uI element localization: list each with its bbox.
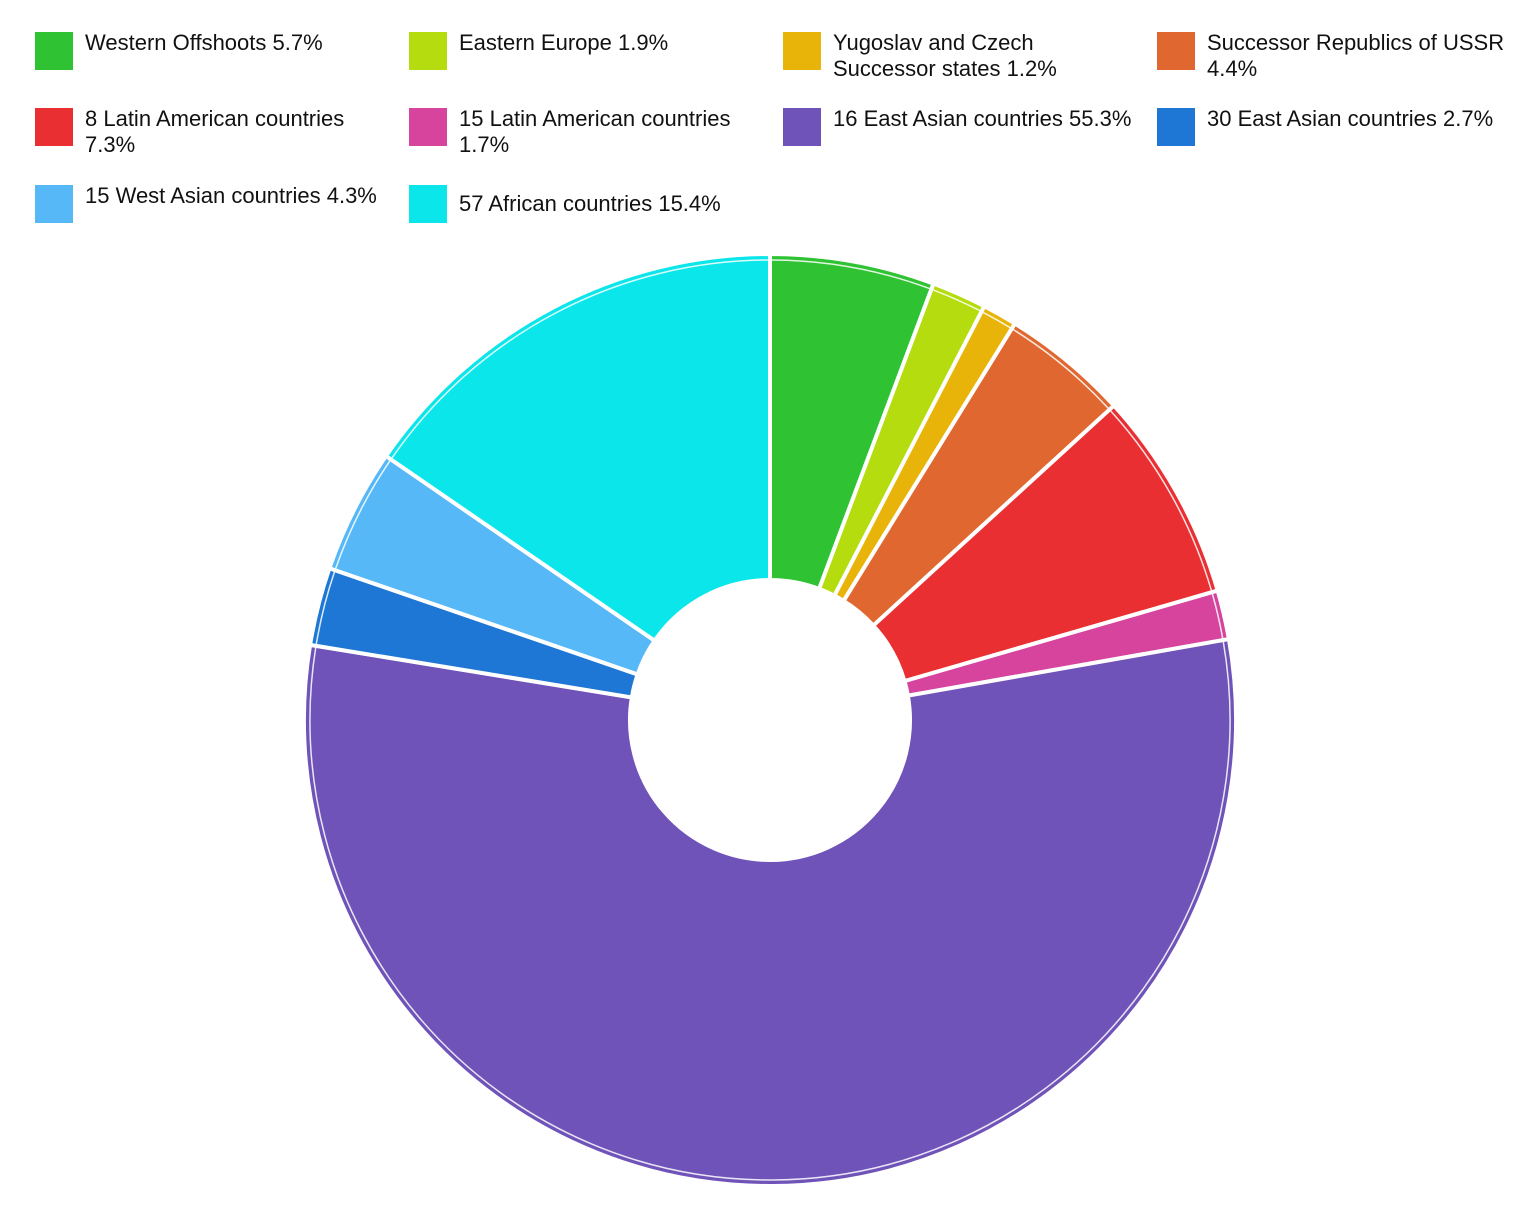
legend-swatch: [409, 185, 447, 223]
slice-edge-highlight: [391, 259, 769, 459]
legend-label: 15 Latin American countries 1.7%: [459, 106, 731, 157]
legend-label: Yugoslav and Czech Successor states 1.2%: [833, 30, 1057, 81]
legend-label: Successor Republics of USSR 4.4%: [1207, 30, 1505, 81]
legend-item-15-latin-american: 15 Latin American countries 1.7%: [409, 106, 759, 158]
slice-edge-highlight: [1110, 410, 1213, 591]
slice-edge-highlight: [315, 571, 336, 645]
slice-edge-highlight: [771, 259, 930, 290]
legend-swatch: [35, 108, 73, 146]
legend-label: Eastern Europe 1.9%: [459, 30, 669, 55]
legend-swatch: [35, 185, 73, 223]
legend-label: 15 West Asian countries 4.3%: [85, 183, 377, 208]
legend-swatch: [1157, 32, 1195, 70]
legend-item-30-east-asian: 30 East Asian countries 2.7%: [1157, 106, 1507, 146]
legend-label: 16 East Asian countries 55.3%: [833, 106, 1132, 131]
legend-item-western-offshoots: Western Offshoots 5.7%: [35, 30, 385, 70]
legend-item-57-african: 57 African countries 15.4%: [409, 183, 759, 223]
legend-swatch: [783, 108, 821, 146]
legend-swatch: [35, 32, 73, 70]
legend-swatch: [409, 32, 447, 70]
legend-item-15-west-asian: 15 West Asian countries 4.3%: [35, 183, 385, 223]
legend-swatch: [1157, 108, 1195, 146]
legend-label: 57 African countries 15.4%: [459, 191, 721, 216]
legend-item-16-east-asian: 16 East Asian countries 55.3%: [783, 106, 1133, 146]
slice-edge-highlight: [334, 460, 391, 569]
legend-label: 30 East Asian countries 2.7%: [1207, 106, 1494, 131]
legend-swatch: [783, 32, 821, 70]
legend-item-eastern-europe: Eastern Europe 1.9%: [409, 30, 759, 70]
legend-label: Western Offshoots 5.7%: [85, 30, 323, 55]
legend-swatch: [409, 108, 447, 146]
legend-label: 8 Latin American countries 7.3%: [85, 106, 345, 157]
donut-hole: [630, 580, 910, 860]
chart-legend: Western Offshoots 5.7% Eastern Europe 1.…: [0, 0, 1528, 250]
slice-edge-highlight: [1012, 329, 1109, 409]
legend-item-yugoslav-czech: Yugoslav and Czech Successor states 1.2%: [783, 30, 1133, 82]
slice-edge-highlight: [309, 641, 1231, 1181]
legend-item-8-latin-american: 8 Latin American countries 7.3%: [35, 106, 385, 158]
legend-item-ussr: Successor Republics of USSR 4.4%: [1157, 30, 1507, 82]
